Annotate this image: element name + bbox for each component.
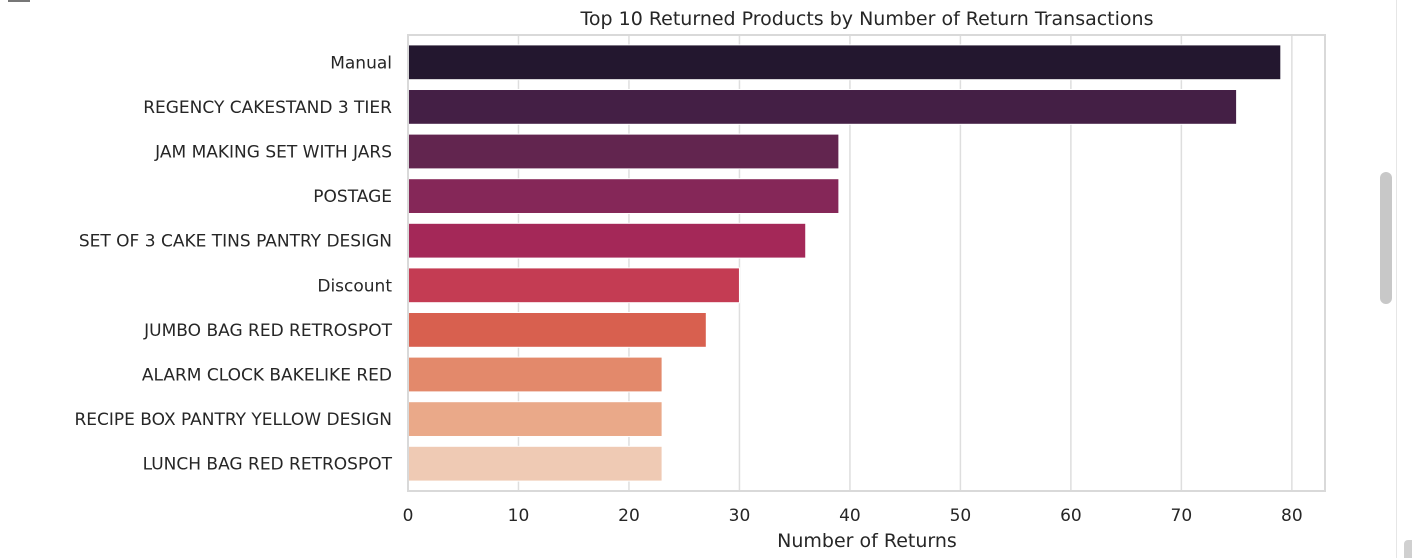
bar-3 xyxy=(407,178,840,214)
category-label: RECIPE BOX PANTRY YELLOW DESIGN xyxy=(74,410,392,430)
chart-title: Top 10 Returned Products by Number of Re… xyxy=(580,8,1154,30)
category-label: ALARM CLOCK BAKELIKE RED xyxy=(142,366,392,386)
category-label: REGENCY CAKESTAND 3 TIER xyxy=(143,98,392,118)
x-tick-label: 20 xyxy=(618,506,640,526)
category-label: POSTAGE xyxy=(313,187,392,207)
bar-7 xyxy=(407,356,663,393)
bar-0 xyxy=(407,44,1282,81)
x-tick-label: 10 xyxy=(508,506,530,526)
category-label: SET OF 3 CAKE TINS PANTRY DESIGN xyxy=(79,232,392,252)
category-label: Discount xyxy=(317,276,392,296)
category-label: JAM MAKING SET WITH JARS xyxy=(154,143,392,163)
x-tick-label: 80 xyxy=(1281,506,1303,526)
bar-5 xyxy=(407,267,740,304)
category-label: JUMBO BAG RED RETROSPOT xyxy=(143,321,392,341)
vertical-scrollbar-thumb[interactable] xyxy=(1380,172,1392,304)
x-tick-label: 50 xyxy=(950,506,972,526)
bar-1 xyxy=(407,89,1238,125)
bars xyxy=(407,44,1282,482)
bar-4 xyxy=(407,222,807,259)
category-label: LUNCH BAG RED RETROSPOT xyxy=(143,455,393,475)
category-labels: Manual REGENCY CAKESTAND 3 TIER JAM MAKING… xyxy=(74,53,392,474)
window-corner-mark xyxy=(8,0,30,2)
x-tick-label: 0 xyxy=(403,506,414,526)
horizontal-scrollbar-thumb[interactable] xyxy=(1404,540,1412,558)
bar-6 xyxy=(407,312,707,348)
x-tick-label: 70 xyxy=(1171,506,1193,526)
x-tick-label: 60 xyxy=(1060,506,1082,526)
category-label: Manual xyxy=(330,53,392,73)
bar-2 xyxy=(407,133,840,170)
x-tick-label: 30 xyxy=(729,506,751,526)
x-tick-label: 40 xyxy=(839,506,861,526)
bar-9 xyxy=(407,445,663,482)
x-axis-label: Number of Returns xyxy=(777,530,957,552)
x-tick-labels: 0 10 20 30 40 50 60 70 80 xyxy=(403,506,1303,526)
plot-frame xyxy=(407,34,1326,492)
scrollbar-divider xyxy=(1396,0,1397,558)
bar-8 xyxy=(407,401,663,437)
